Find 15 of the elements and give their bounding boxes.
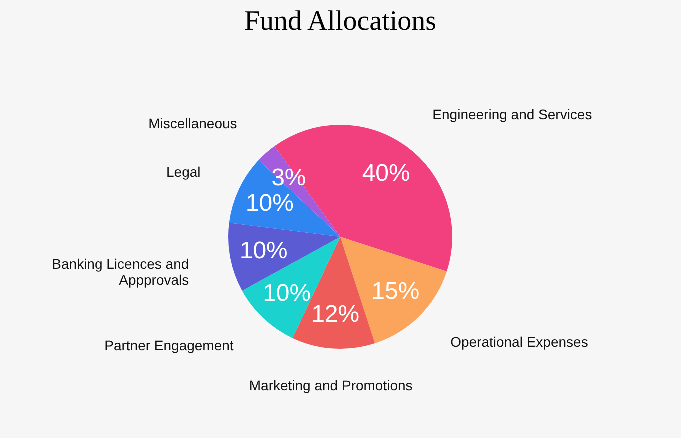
pie-slice	[229, 160, 340, 237]
chart-title: Fund Allocations	[244, 6, 437, 37]
slice-label: Banking Licences and Appprovals	[52, 256, 190, 288]
data-label: 10%	[263, 280, 312, 307]
slice-label: Marketing and Promotions	[249, 378, 413, 394]
slice-label: Miscellaneous	[148, 115, 238, 132]
slice-label: Engineering and Services	[432, 106, 592, 123]
data-label: 12%	[312, 300, 360, 328]
data-label: 10%	[240, 238, 288, 265]
slice-label: Partner Engagement	[104, 337, 234, 354]
slice-label: Legal	[166, 164, 201, 180]
data-label: 40%	[362, 160, 410, 187]
data-label: 10%	[246, 190, 294, 217]
slice-label: Operational Expenses	[450, 334, 588, 350]
data-label: 15%	[372, 278, 420, 306]
